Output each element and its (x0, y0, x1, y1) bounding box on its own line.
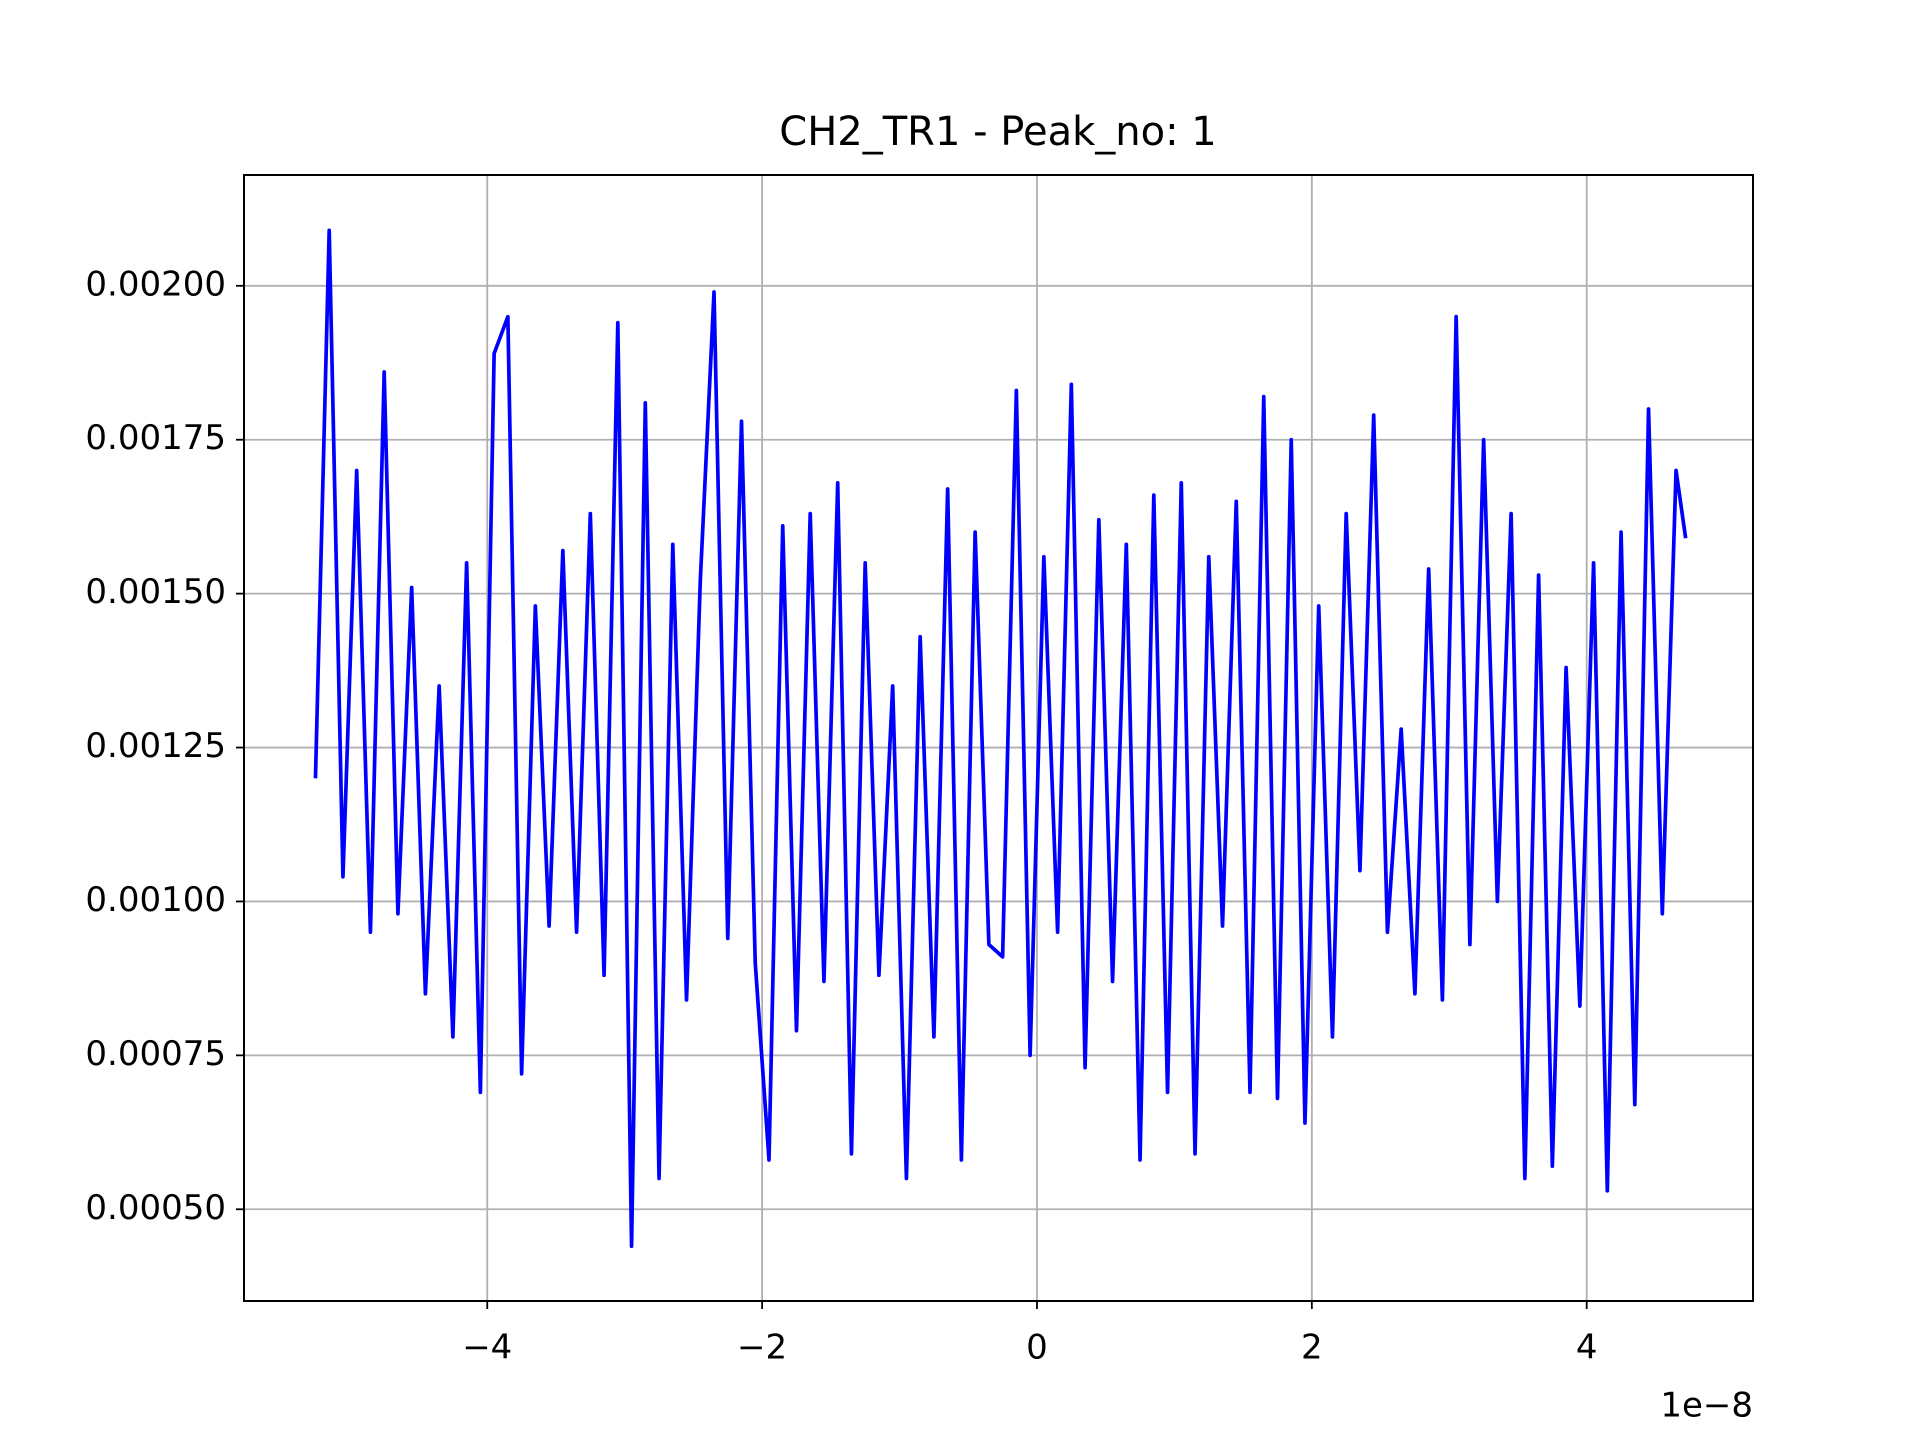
y-tick-label: 0.00125 (85, 726, 226, 766)
data-line (313, 228, 1688, 1249)
x-offset-label: 1e−8 (1660, 1386, 1753, 1426)
y-tick-label: 0.00175 (85, 418, 226, 458)
plot-frame (243, 174, 1754, 1302)
x-tick-label: 0 (1026, 1328, 1048, 1368)
y-tick-label: 0.00075 (85, 1034, 226, 1074)
y-tick-label: 0.00200 (85, 264, 226, 304)
x-tick-label: −2 (737, 1328, 787, 1368)
chart-title: CH2_TR1 - Peak_no: 1 (779, 109, 1216, 155)
x-tick-label: 4 (1576, 1328, 1598, 1368)
y-tick-label: 0.00050 (85, 1188, 226, 1228)
y-tick-label: 0.00100 (85, 880, 226, 920)
x-tick-label: −4 (462, 1328, 512, 1368)
x-tick-label: 2 (1301, 1328, 1323, 1368)
y-tick-label: 0.00150 (85, 572, 226, 612)
